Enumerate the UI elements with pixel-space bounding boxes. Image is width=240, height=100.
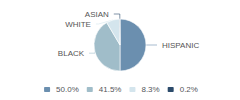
svg-text:BLACK: BLACK xyxy=(58,49,85,58)
svg-text:ASIAN: ASIAN xyxy=(85,10,109,19)
svg-text:0.2%: 0.2% xyxy=(180,85,198,94)
svg-text:41.5%: 41.5% xyxy=(99,85,122,94)
svg-text:50.0%: 50.0% xyxy=(56,85,79,94)
svg-text:8.3%: 8.3% xyxy=(141,85,159,94)
svg-text:HISPANIC: HISPANIC xyxy=(162,41,199,50)
svg-text:WHITE: WHITE xyxy=(65,20,91,29)
